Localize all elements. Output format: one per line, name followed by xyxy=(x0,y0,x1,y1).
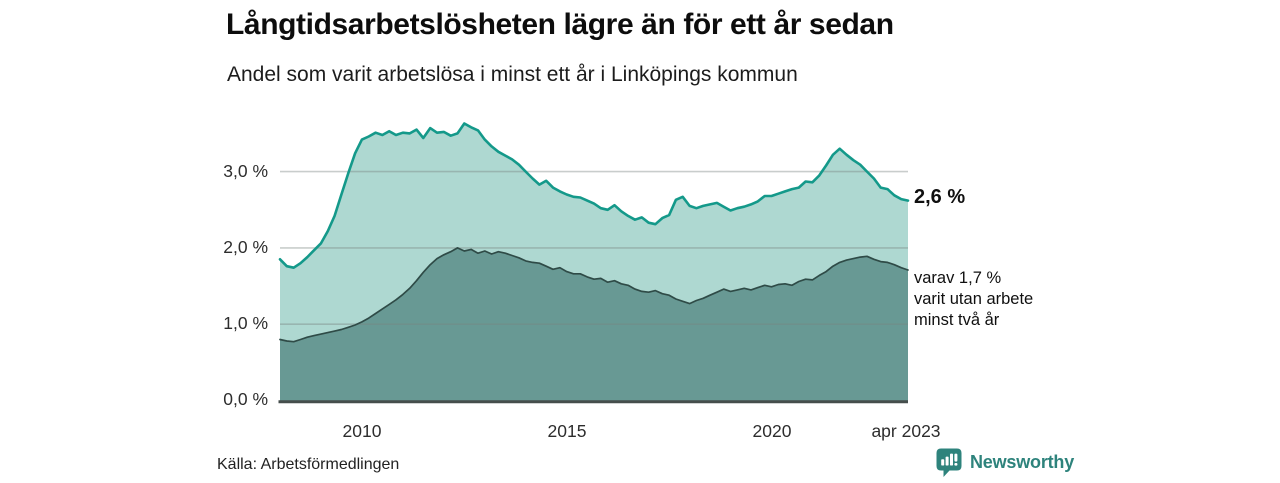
y-axis-tick-1pct: 1,0 % xyxy=(223,313,268,333)
end-label-total: 2,6 % xyxy=(914,186,966,208)
x-axis-tick-2020: 2020 xyxy=(752,421,792,441)
x-axis-tick-2010: 2010 xyxy=(342,421,382,441)
page-title: Långtidsarbetslösheten lägre än för ett … xyxy=(226,8,894,41)
y-axis-tick-0pct: 0,0 % xyxy=(223,389,268,409)
x-axis-tick-2015: 2015 xyxy=(547,421,587,441)
y-axis-tick-3pct: 3,0 % xyxy=(223,161,268,181)
page-subtitle: Andel som varit arbetslösa i minst ett å… xyxy=(227,63,798,86)
end-label-two-years-line3: minst två år xyxy=(914,311,1000,329)
y-axis-tick-2pct: 2,0 % xyxy=(223,237,268,257)
end-label-two-years-line2: varit utan arbete xyxy=(914,290,1034,308)
end-label-two-years: varav 1,7 % varit utan arbete minst två … xyxy=(914,268,1033,331)
newsworthy-bar-chart-pin-icon xyxy=(936,448,962,483)
source-attribution: Källa: Arbetsförmedlingen xyxy=(217,456,400,473)
end-label-two-years-line1: varav 1,7 % xyxy=(914,269,1002,287)
x-axis-tick-apr-2023: apr 2023 xyxy=(871,421,941,441)
brand-name: Newsworthy xyxy=(970,452,1075,472)
brand-logo: Newsworthy xyxy=(936,448,1074,480)
